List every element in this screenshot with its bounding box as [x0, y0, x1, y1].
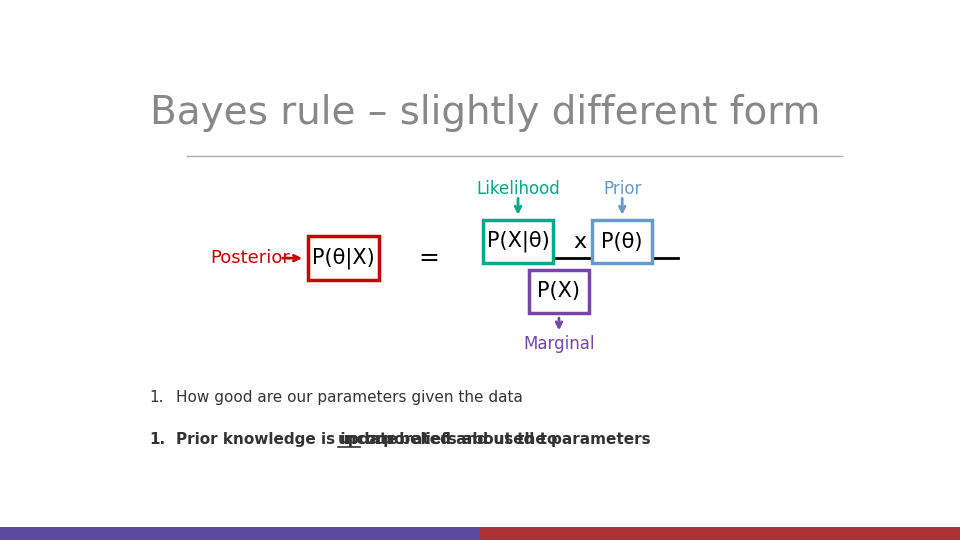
- Text: x: x: [573, 232, 587, 252]
- Text: 1.: 1.: [150, 431, 166, 447]
- Text: Prior: Prior: [603, 179, 641, 198]
- FancyBboxPatch shape: [529, 269, 588, 313]
- Text: =: =: [419, 246, 439, 270]
- Text: Likelihood: Likelihood: [476, 179, 560, 198]
- Text: Posterior: Posterior: [210, 249, 290, 267]
- FancyBboxPatch shape: [483, 220, 553, 264]
- Text: our beliefs about the parameters: our beliefs about the parameters: [360, 431, 651, 447]
- Bar: [0, 526, 480, 540]
- Text: Prior knowledge is incorporated and used to: Prior knowledge is incorporated and used…: [176, 431, 563, 447]
- Text: P(X|θ): P(X|θ): [487, 231, 549, 252]
- Text: Marginal: Marginal: [523, 335, 594, 353]
- Text: P(θ): P(θ): [602, 232, 643, 252]
- Text: 1.: 1.: [150, 390, 164, 405]
- Text: How good are our parameters given the data: How good are our parameters given the da…: [176, 390, 522, 405]
- Text: P(X): P(X): [538, 281, 581, 301]
- Text: update: update: [338, 431, 398, 447]
- FancyBboxPatch shape: [308, 237, 378, 280]
- Bar: [480, 526, 960, 540]
- Text: Bayes rule – slightly different form: Bayes rule – slightly different form: [150, 94, 820, 132]
- FancyBboxPatch shape: [592, 220, 652, 264]
- Text: P(θ|X): P(θ|X): [312, 247, 374, 269]
